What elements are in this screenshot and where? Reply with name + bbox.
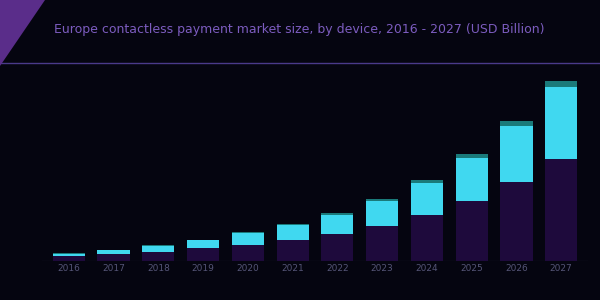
Bar bbox=[232, 245, 264, 261]
Bar bbox=[187, 248, 219, 261]
Bar bbox=[277, 224, 309, 225]
Bar bbox=[455, 154, 488, 158]
Bar bbox=[142, 252, 175, 261]
Bar bbox=[411, 180, 443, 183]
Bar bbox=[142, 245, 175, 246]
Bar bbox=[366, 226, 398, 261]
Text: Europe contactless payment market size, by device, 2016 - 2027 (USD Billion): Europe contactless payment market size, … bbox=[54, 23, 545, 36]
Bar bbox=[366, 199, 398, 200]
Bar bbox=[545, 81, 577, 87]
Polygon shape bbox=[0, 0, 45, 66]
Bar bbox=[187, 240, 219, 248]
Bar bbox=[366, 200, 398, 226]
Bar bbox=[142, 246, 175, 252]
Bar bbox=[187, 239, 219, 240]
Bar bbox=[500, 122, 533, 126]
Bar bbox=[321, 234, 353, 261]
Bar bbox=[411, 215, 443, 261]
Bar bbox=[455, 158, 488, 200]
Bar bbox=[232, 232, 264, 233]
Bar bbox=[232, 233, 264, 245]
Bar bbox=[545, 159, 577, 261]
Bar bbox=[455, 200, 488, 261]
Bar bbox=[277, 225, 309, 240]
Bar bbox=[321, 214, 353, 234]
Bar bbox=[500, 182, 533, 261]
Bar bbox=[500, 126, 533, 182]
Bar bbox=[97, 254, 130, 261]
Bar bbox=[545, 87, 577, 159]
Bar bbox=[97, 250, 130, 254]
Bar bbox=[53, 254, 85, 256]
Bar bbox=[53, 256, 85, 261]
Bar bbox=[277, 240, 309, 261]
Bar bbox=[321, 213, 353, 214]
Bar bbox=[411, 183, 443, 215]
